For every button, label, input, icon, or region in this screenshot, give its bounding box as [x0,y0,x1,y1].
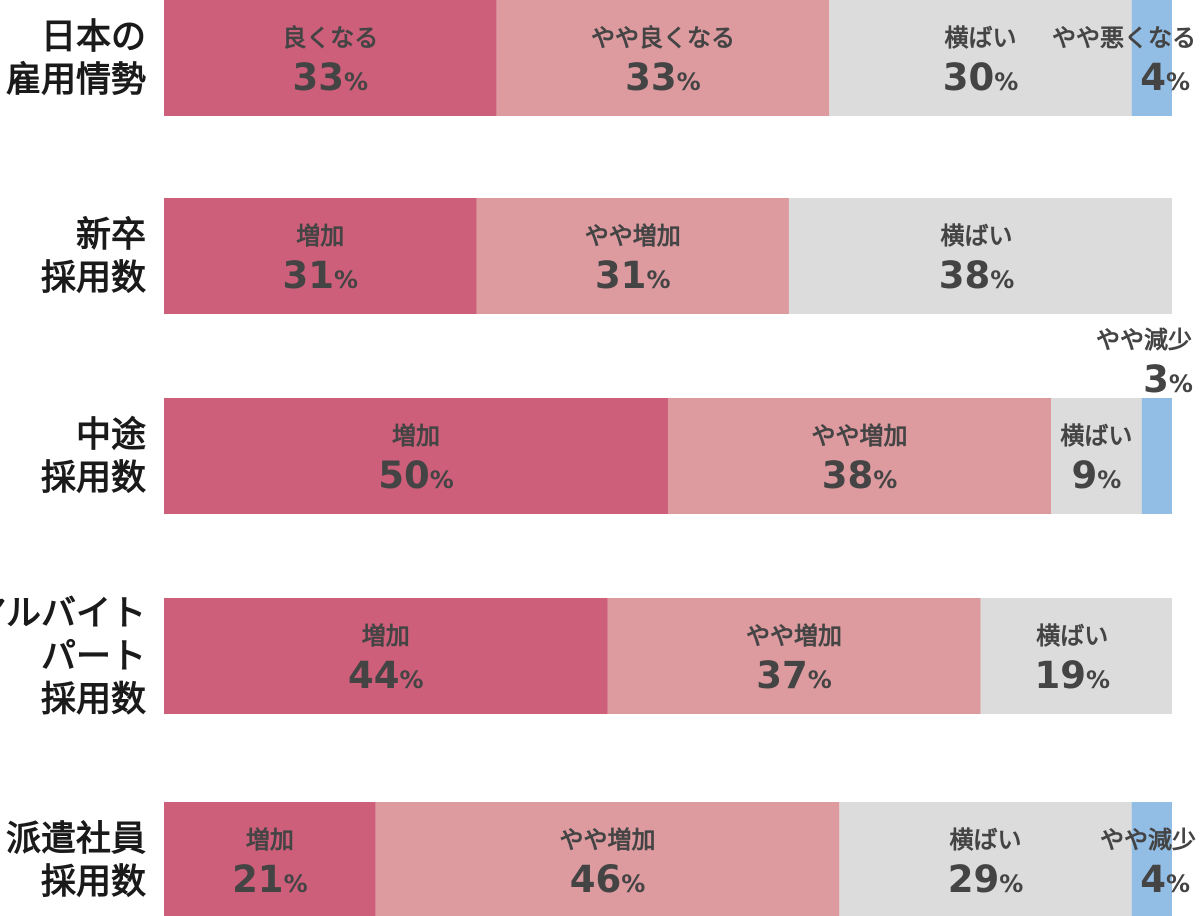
segment-label: 横ばい [1036,622,1108,650]
segment-value: 19% [1034,654,1110,697]
segment-label: 横ばい [944,24,1016,52]
bar-segment [668,398,1052,514]
row-label-line: アルバイト [0,594,146,634]
segment-label: 横ばい [950,826,1022,854]
segment-label: 増加 [246,826,294,854]
segment-label: やや増加 [560,826,656,854]
bar-segment [476,198,789,314]
segment-value: 21% [232,858,308,901]
row-label-line: 採用数 [41,863,146,903]
segment-label: 横ばい [1060,422,1132,450]
bar-segment [1131,802,1172,916]
bar-segment [1141,398,1172,514]
row-label-line: 採用数 [41,259,146,299]
segment-label: 横ばい [940,222,1012,250]
segment-label: やや悪くなる [1052,24,1196,52]
segment-label: 良くなる [282,24,378,52]
bar-segment [496,0,830,116]
bar-segment [164,598,608,714]
segment-label: やや減少 [1100,826,1196,854]
segment-value: 30% [943,56,1019,99]
row-label-line: 派遣社員 [6,820,146,860]
segment-label: 増加 [296,222,344,250]
bar-segment [829,0,1132,116]
segment-value: 3% [1143,358,1193,401]
row-label-line: 採用数 [41,459,146,499]
bar-segment [607,598,981,714]
segment-value: 31% [282,254,358,297]
segment-label: 増加 [362,622,410,650]
bar-segment [1131,0,1172,116]
segment-value: 9% [1072,454,1122,497]
segment-value: 33% [293,56,369,99]
segment-value: 4% [1140,56,1190,99]
bar-segment [980,598,1172,714]
segment-value: 50% [378,454,454,497]
row-label-line: パート [41,637,146,677]
segment-value: 46% [570,858,646,901]
bar-segment [164,198,477,314]
bar-segment [839,802,1132,916]
bar-segment [788,198,1172,314]
segment-value: 29% [948,858,1024,901]
segment-value: 4% [1140,858,1190,901]
row-label-line: 採用数 [41,680,146,720]
bar-segment [375,802,840,916]
segment-value: 37% [756,654,832,697]
bar-segment [164,0,497,116]
segment-value: 44% [348,654,424,697]
bar-segment [164,398,668,514]
chart-row: アルバイトパート採用数 増加 44% やや増加 37% 横ばい 19% [0,594,1172,720]
segment-label: やや減少 [1096,326,1192,354]
segment-label: やや増加 [812,422,908,450]
segment-label: 増加 [392,422,440,450]
segment-value: 38% [822,454,898,497]
row-label-line: 中途 [76,415,146,456]
segment-value: 31% [595,254,671,297]
row-label-line: 日本の [41,18,146,58]
bar-segment [1051,398,1142,514]
bar-segment [164,802,376,916]
segment-value: 38% [939,254,1015,297]
segment-value: 33% [625,56,701,99]
row-label-line: 雇用情勢 [6,60,146,101]
segment-label: やや増加 [585,222,681,250]
row-label-line: 新卒 [76,216,146,256]
segment-label: やや増加 [746,622,842,650]
segment-label: やや良くなる [591,24,735,52]
